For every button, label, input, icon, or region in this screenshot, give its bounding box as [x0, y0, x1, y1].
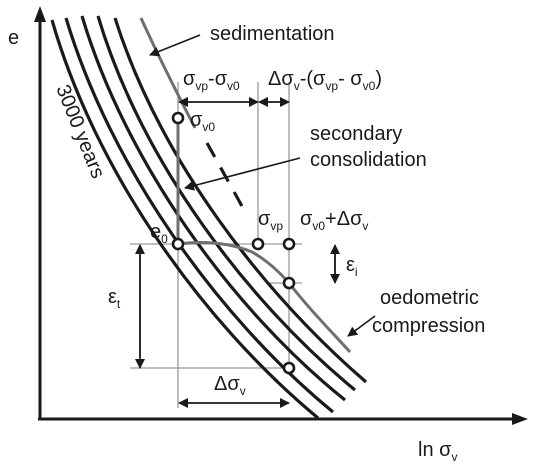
oedometric-curve	[287, 282, 352, 354]
x-axis-arrowhead	[512, 413, 528, 425]
label-e0: e0	[150, 221, 168, 246]
label-consolidation: consolidation	[310, 149, 427, 171]
sedimentation-curve	[139, 17, 197, 129]
state-points	[171, 111, 296, 375]
isochrone-curve-3	[80, 15, 346, 402]
label-secondary: secondary	[310, 123, 402, 145]
isochrone-curve-4	[96, 15, 357, 392]
isochrone-dashed	[205, 142, 245, 209]
dimension-arrows	[135, 97, 340, 408]
point-e0	[171, 237, 185, 251]
label-sigma-v0-plus: σv0+Δσv	[300, 208, 368, 233]
leader-sedimentation	[149, 34, 201, 57]
label-sigma-v0: σv0	[190, 109, 215, 134]
top-formula: σvp-σv0	[183, 68, 240, 93]
top-formula-right: Δσv-(σvp- σv0)	[268, 68, 382, 93]
label-sedimentation: sedimentation	[210, 23, 335, 45]
isochrone-curve-1	[50, 19, 320, 420]
point-svp	[251, 237, 265, 251]
label-oedometric: oedometric	[380, 287, 479, 309]
point-bottom	[282, 361, 296, 375]
isochrone-curve-5	[113, 17, 368, 384]
point-sv0	[171, 111, 185, 125]
label-sigma-vp: σvp	[258, 208, 283, 233]
loading-path	[177, 241, 291, 284]
label-compression: compression	[372, 315, 485, 337]
axes	[34, 6, 528, 425]
y-axis-label: e	[8, 27, 19, 49]
label-delta-sigma-v: Δσv	[214, 373, 246, 398]
point-final-e0	[282, 237, 296, 251]
gray-paths	[139, 17, 352, 354]
x-axis-label: ln σv	[418, 439, 457, 464]
leader-arrows	[149, 34, 376, 337]
label-epsilon-t: εt	[108, 286, 121, 311]
y-axis-arrowhead	[34, 6, 46, 22]
point-oedometric	[282, 276, 296, 290]
leader-oedometric	[347, 315, 376, 337]
leader-secondary	[184, 157, 301, 191]
label-epsilon-i: εi	[346, 254, 358, 279]
